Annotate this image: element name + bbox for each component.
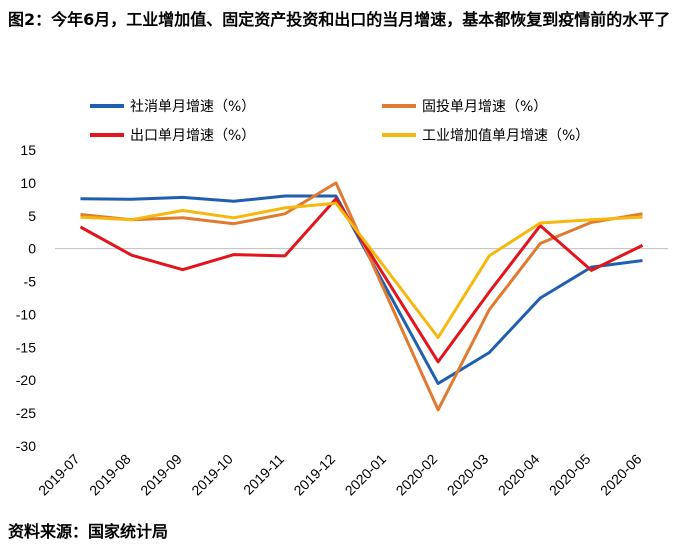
y-tick-label: 10 bbox=[20, 175, 36, 191]
x-tick-label: 2020-01 bbox=[342, 451, 390, 499]
source-note: 资料来源：国家统计局 bbox=[8, 522, 169, 541]
series-lines bbox=[79, 181, 644, 412]
x-tick-label: 2019-07 bbox=[35, 451, 83, 499]
x-tick-label: 2020-02 bbox=[393, 451, 441, 499]
y-tick-label: 0 bbox=[28, 241, 36, 257]
y-tick-label: -5 bbox=[24, 274, 37, 290]
legend-label: 社消单月增速（%） bbox=[130, 99, 255, 115]
legend-label: 出口单月增速（%） bbox=[130, 128, 255, 144]
x-tick-label: 2020-05 bbox=[546, 451, 594, 499]
y-tick-label: -30 bbox=[16, 438, 36, 454]
y-tick-label: -25 bbox=[16, 405, 36, 421]
y-tick-label: -10 bbox=[16, 306, 36, 322]
x-tick-label: 2020-06 bbox=[597, 451, 645, 499]
x-tick-label: 2019-08 bbox=[86, 451, 134, 499]
y-tick-label: -15 bbox=[16, 339, 36, 355]
x-axis: 2019-07 2019-08 2019-09 2019-10 2019-11 2019-… bbox=[35, 248, 668, 499]
x-tick-label: 2019-12 bbox=[290, 451, 338, 499]
x-tick-label: 2020-04 bbox=[495, 451, 543, 499]
legend-label: 固投单月增速（%） bbox=[422, 99, 547, 115]
x-tick-label: 2019-09 bbox=[137, 451, 185, 499]
series-line-3 bbox=[79, 197, 644, 364]
series-line-4 bbox=[80, 201, 643, 339]
x-tick-label: 2019-10 bbox=[188, 451, 236, 499]
y-tick-label: 5 bbox=[28, 208, 36, 224]
chart-title: 图2：今年6月，工业增加值、固定资产投资和出口的当月增速，基本都恢复到疫情前的水… bbox=[8, 10, 671, 29]
y-axis: 15 10 5 0 -5 -10 -15 -20 -25 -30 bbox=[16, 142, 36, 454]
series-line-2 bbox=[80, 181, 643, 412]
legend: 社消单月增速（%） 固投单月增速（%） 出口单月增速（%） 工业增加值单月增速（%） bbox=[90, 99, 589, 144]
x-tick-label: 2019-11 bbox=[240, 451, 287, 498]
x-tick-label: 2020-03 bbox=[444, 451, 492, 499]
y-tick-label: 15 bbox=[20, 142, 36, 158]
legend-label: 工业增加值单月增速（%） bbox=[422, 128, 589, 144]
y-tick-label: -20 bbox=[16, 372, 36, 388]
series-line-1 bbox=[80, 194, 643, 385]
